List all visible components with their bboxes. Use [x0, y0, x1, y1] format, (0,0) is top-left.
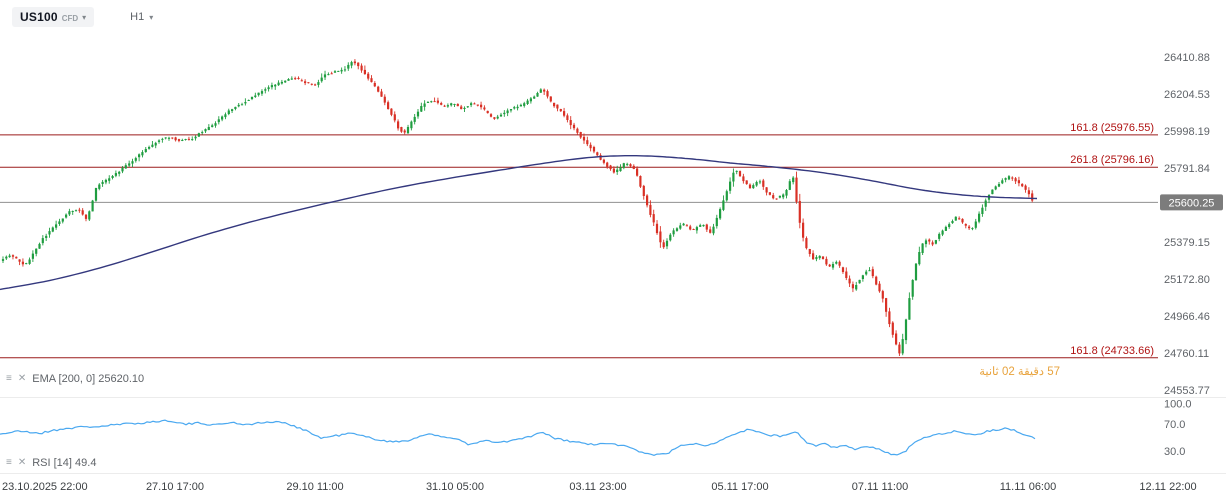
svg-text:12.11 22:00: 12.11 22:00 [1139, 481, 1196, 493]
timeframe-label: H1 [130, 11, 145, 23]
svg-text:23.10.2025 22:00: 23.10.2025 22:00 [2, 481, 88, 493]
svg-text:161.8 (24733.66): 161.8 (24733.66) [1070, 345, 1154, 357]
svg-text:27.10 17:00: 27.10 17:00 [146, 481, 204, 493]
svg-text:25791.84: 25791.84 [1164, 163, 1210, 175]
rsi-label: RSI [14] 49.4 [32, 457, 97, 469]
svg-text:11.11 06:00: 11.11 06:00 [1000, 481, 1056, 493]
chevron-down-icon: ▾ [149, 12, 154, 22]
ema-indicator-legend: ≡ ✕ EMA [200, 0] 25620.10 [6, 373, 144, 385]
timeframe-selector[interactable]: H1 ▾ [130, 11, 153, 23]
svg-text:03.11 23:00: 03.11 23:00 [569, 481, 626, 493]
svg-text:05.11 17:00: 05.11 17:00 [711, 481, 768, 493]
svg-text:29.10 11:00: 29.10 11:00 [286, 481, 343, 493]
svg-text:26410.88: 26410.88 [1164, 52, 1210, 64]
svg-text:25998.19: 25998.19 [1164, 126, 1210, 138]
svg-text:161.8 (25976.55): 161.8 (25976.55) [1070, 122, 1154, 134]
svg-text:25379.15: 25379.15 [1164, 237, 1210, 249]
candle-countdown: 57 دقيقة 02 ثانية [979, 366, 1060, 378]
svg-text:24760.11: 24760.11 [1164, 348, 1209, 360]
svg-text:70.0: 70.0 [1164, 419, 1185, 431]
indicator-close-icon[interactable]: ✕ [17, 457, 27, 468]
indicator-menu-icon[interactable]: ≡ [6, 373, 12, 384]
svg-text:30.0: 30.0 [1164, 446, 1185, 458]
ema-label: EMA [200, 0] 25620.10 [32, 373, 145, 385]
svg-text:24966.46: 24966.46 [1164, 311, 1210, 323]
symbol-type-label: CFD [61, 14, 79, 23]
svg-text:25172.80: 25172.80 [1164, 274, 1210, 286]
svg-text:25600.25: 25600.25 [1169, 197, 1215, 209]
svg-text:24553.77: 24553.77 [1164, 385, 1210, 397]
svg-text:100.0: 100.0 [1164, 399, 1192, 411]
symbol-name: US100 [20, 10, 58, 24]
indicator-close-icon[interactable]: ✕ [17, 373, 27, 384]
svg-text:07.11 11:00: 07.11 11:00 [852, 481, 908, 493]
chevron-down-icon: ▾ [82, 12, 87, 22]
svg-text:26204.53: 26204.53 [1164, 89, 1210, 101]
svg-text:31.10 05:00: 31.10 05:00 [426, 481, 484, 493]
symbol-selector[interactable]: US100 CFD ▾ [12, 7, 95, 27]
rsi-indicator-legend: ≡ ✕ RSI [14] 49.4 [6, 457, 96, 469]
svg-text:261.8 (25796.16): 261.8 (25796.16) [1070, 154, 1154, 166]
indicator-menu-icon[interactable]: ≡ [6, 457, 12, 468]
chart-toolbar: US100 CFD ▾ H1 ▾ [12, 7, 153, 27]
